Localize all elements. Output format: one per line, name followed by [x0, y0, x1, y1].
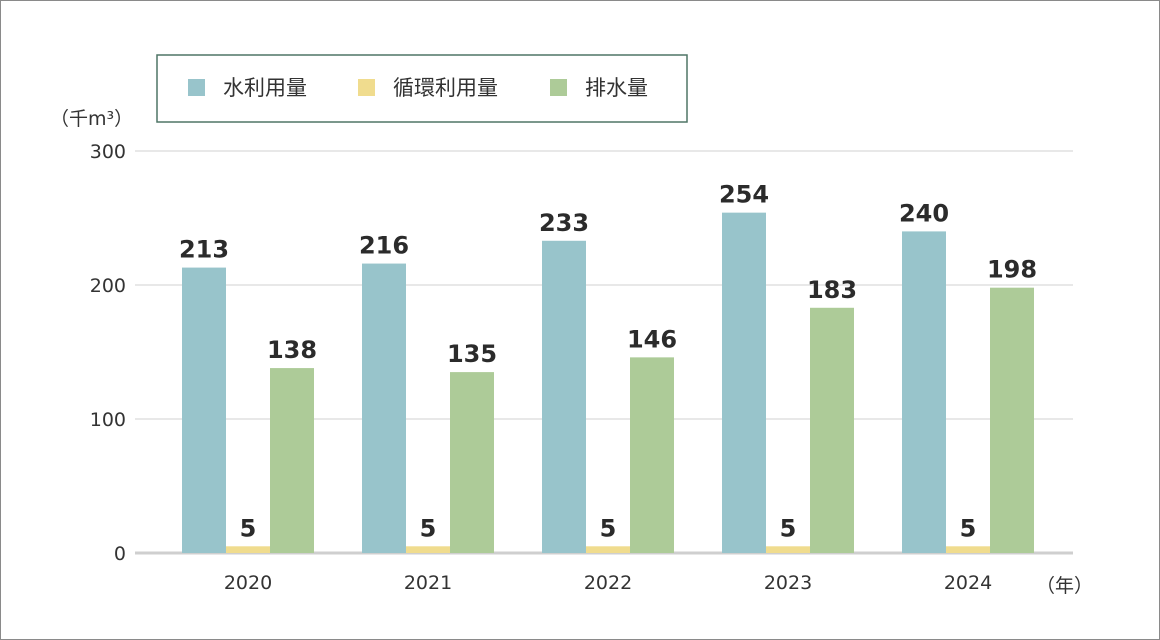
- bar-2020-series-2: [270, 368, 314, 553]
- legend-label-series-0: 水利用量: [223, 76, 307, 100]
- value-label-2022-series-0: 233: [539, 209, 589, 237]
- bar-2024-series-1: [946, 546, 990, 553]
- legend-swatch-series-2: [550, 79, 567, 96]
- bar-2022-series-1: [586, 546, 630, 553]
- legend-label-series-1: 循環利用量: [393, 76, 498, 100]
- value-label-2023-series-2: 183: [807, 276, 857, 304]
- value-label-2022-series-2: 146: [627, 325, 677, 353]
- y-tick-label: 100: [90, 409, 126, 431]
- value-label-2021-series-1: 5: [420, 514, 437, 542]
- y-tick-label: 0: [114, 543, 126, 565]
- bar-2021-series-1: [406, 546, 450, 553]
- bar-2023-series-2: [810, 307, 854, 553]
- x-tick-label-2020: 2020: [224, 572, 272, 594]
- legend-swatch-series-0: [188, 79, 205, 96]
- x-tick-label-2021: 2021: [404, 572, 452, 594]
- value-label-2020-series-1: 5: [240, 514, 257, 542]
- x-axis-unit: （年）: [1036, 575, 1093, 597]
- legend-box: [156, 54, 688, 123]
- legend-label-series-2: 排水量: [585, 76, 648, 100]
- bar-2020-series-1: [226, 546, 270, 553]
- value-label-2023-series-0: 254: [719, 181, 769, 209]
- bar-2022-series-2: [630, 357, 674, 553]
- value-label-2024-series-0: 240: [899, 199, 949, 227]
- legend-swatch-series-1: [358, 79, 375, 96]
- legend-items: 水利用量 循環利用量 排水量: [188, 76, 648, 100]
- x-axis-ticks: 2020 2021 2022 2023 2024: [224, 572, 992, 594]
- bar-2023-series-0: [722, 212, 766, 553]
- value-label-2024-series-1: 5: [960, 514, 977, 542]
- y-tick-label: 300: [90, 141, 126, 163]
- value-label-2020-series-2: 138: [267, 336, 317, 364]
- x-tick-label-2022: 2022: [584, 572, 632, 594]
- value-label-2020-series-0: 213: [179, 236, 229, 264]
- bar-2021-series-0: [362, 263, 406, 553]
- y-axis-ticks: 0 100 200 300: [90, 141, 126, 565]
- value-label-2021-series-0: 216: [359, 232, 409, 260]
- legend: 水利用量 循環利用量 排水量: [156, 54, 688, 123]
- value-label-2023-series-1: 5: [780, 514, 797, 542]
- value-label-2021-series-2: 135: [447, 340, 497, 368]
- bar-2021-series-2: [450, 372, 494, 553]
- y-axis-unit: （千m³）: [50, 108, 133, 130]
- x-tick-label-2023: 2023: [764, 572, 812, 594]
- bar-2024-series-2: [990, 287, 1034, 553]
- y-tick-label: 200: [90, 275, 126, 297]
- bar-2022-series-0: [542, 240, 586, 553]
- bar-2020-series-0: [182, 267, 226, 553]
- x-tick-label-2024: 2024: [944, 572, 992, 594]
- bars: [182, 212, 1034, 553]
- bar-2023-series-1: [766, 546, 810, 553]
- value-label-2024-series-2: 198: [987, 256, 1037, 284]
- bar-2024-series-0: [902, 231, 946, 553]
- value-label-2022-series-1: 5: [600, 514, 617, 542]
- value-labels: 213 5 138 216 5 135 233 5 146 254 5 183 240 5 198: [179, 181, 1037, 543]
